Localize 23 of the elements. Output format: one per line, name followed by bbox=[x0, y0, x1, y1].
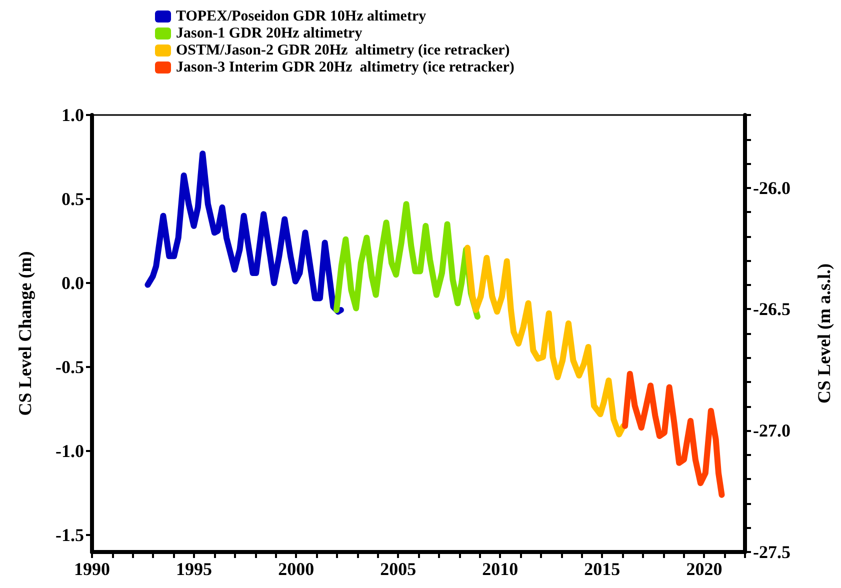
x-tick-label: 2015 bbox=[584, 559, 620, 579]
y2-axis-title: CS Level (m a.s.l.) bbox=[814, 264, 834, 404]
x-tick-label: 2020 bbox=[686, 559, 722, 579]
y2-tick-label: -27.0 bbox=[753, 420, 790, 441]
legend-label: Jason-1 GDR 20Hz altimetry bbox=[176, 26, 363, 42]
legend-label: TOPEX/Poseidon GDR 10Hz altimetry bbox=[176, 8, 427, 24]
legend-label: OSTM/Jason-2 GDR 20Hz altimetry (ice retracker) bbox=[176, 42, 510, 58]
y2-tick-label: -26.0 bbox=[753, 178, 790, 198]
y-tick-label: -0.5 bbox=[56, 357, 84, 378]
y2-tick-label: -27.5 bbox=[753, 542, 790, 562]
y-tick-label: 0.0 bbox=[62, 273, 84, 294]
x-tick-label: 2010 bbox=[482, 559, 518, 579]
x-tick-label: 2000 bbox=[278, 559, 314, 579]
x-tick-label: 1995 bbox=[176, 559, 212, 579]
x-tick-label: 2005 bbox=[380, 559, 416, 579]
y-tick-label: 1.0 bbox=[62, 105, 84, 125]
y2-tick-label: -26.5 bbox=[753, 299, 790, 320]
y-tick-label: -1.5 bbox=[56, 525, 84, 546]
y-tick-label: -1.0 bbox=[56, 441, 84, 462]
x-tick-label: 1990 bbox=[74, 559, 110, 579]
legend-label: Jason-3 Interim GDR 20Hz altimetry (ice retracker) bbox=[176, 60, 514, 76]
y-tick-label: 0.5 bbox=[62, 189, 84, 210]
y-axis-title: CS Level Change (m) bbox=[15, 251, 35, 416]
